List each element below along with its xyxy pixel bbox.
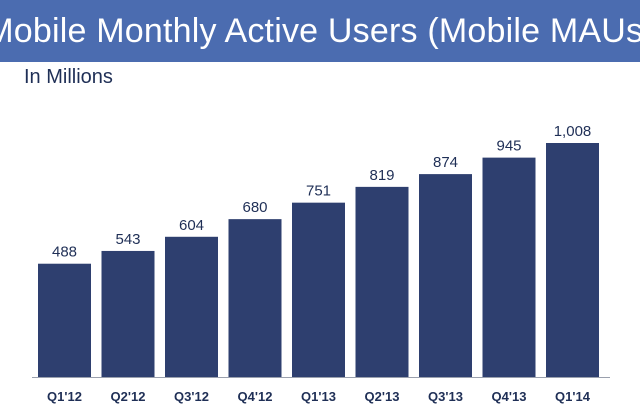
- bar-2: [165, 236, 218, 377]
- chart-title: Mobile Monthly Active Users (Mobile MAUs…: [0, 11, 640, 50]
- value-label-4: 751: [306, 183, 331, 200]
- bar-0: [38, 263, 91, 377]
- category-label-6: Q3'13: [428, 389, 463, 404]
- category-label-4: Q1'13: [301, 389, 336, 404]
- title-bar: Mobile Monthly Active Users (Mobile MAUs…: [0, 0, 640, 62]
- bar-3: [228, 219, 282, 377]
- value-label-5: 819: [369, 167, 394, 184]
- value-label-0: 488: [52, 244, 77, 261]
- bar-8: [546, 143, 599, 377]
- category-label-0: Q1'12: [47, 389, 82, 404]
- chart-subtitle: In Millions: [24, 66, 113, 88]
- bar-6: [419, 174, 472, 377]
- bar-1: [101, 250, 155, 377]
- category-label-7: Q4'13: [492, 389, 527, 404]
- value-label-3: 680: [242, 199, 267, 216]
- bar-5: [355, 186, 409, 377]
- category-label-5: Q2'13: [365, 389, 400, 404]
- bar-7: [482, 157, 536, 377]
- value-label-7: 945: [496, 138, 521, 155]
- value-label-6: 874: [433, 154, 458, 171]
- category-label-1: Q2'12: [111, 389, 146, 404]
- bar-4: [292, 202, 345, 377]
- category-label-3: Q4'12: [238, 389, 273, 404]
- value-label-1: 543: [115, 231, 140, 248]
- value-label-8: 1,008: [554, 123, 592, 140]
- value-label-2: 604: [179, 217, 204, 234]
- category-label-8: Q1'14: [555, 389, 591, 404]
- category-label-2: Q3'12: [174, 389, 209, 404]
